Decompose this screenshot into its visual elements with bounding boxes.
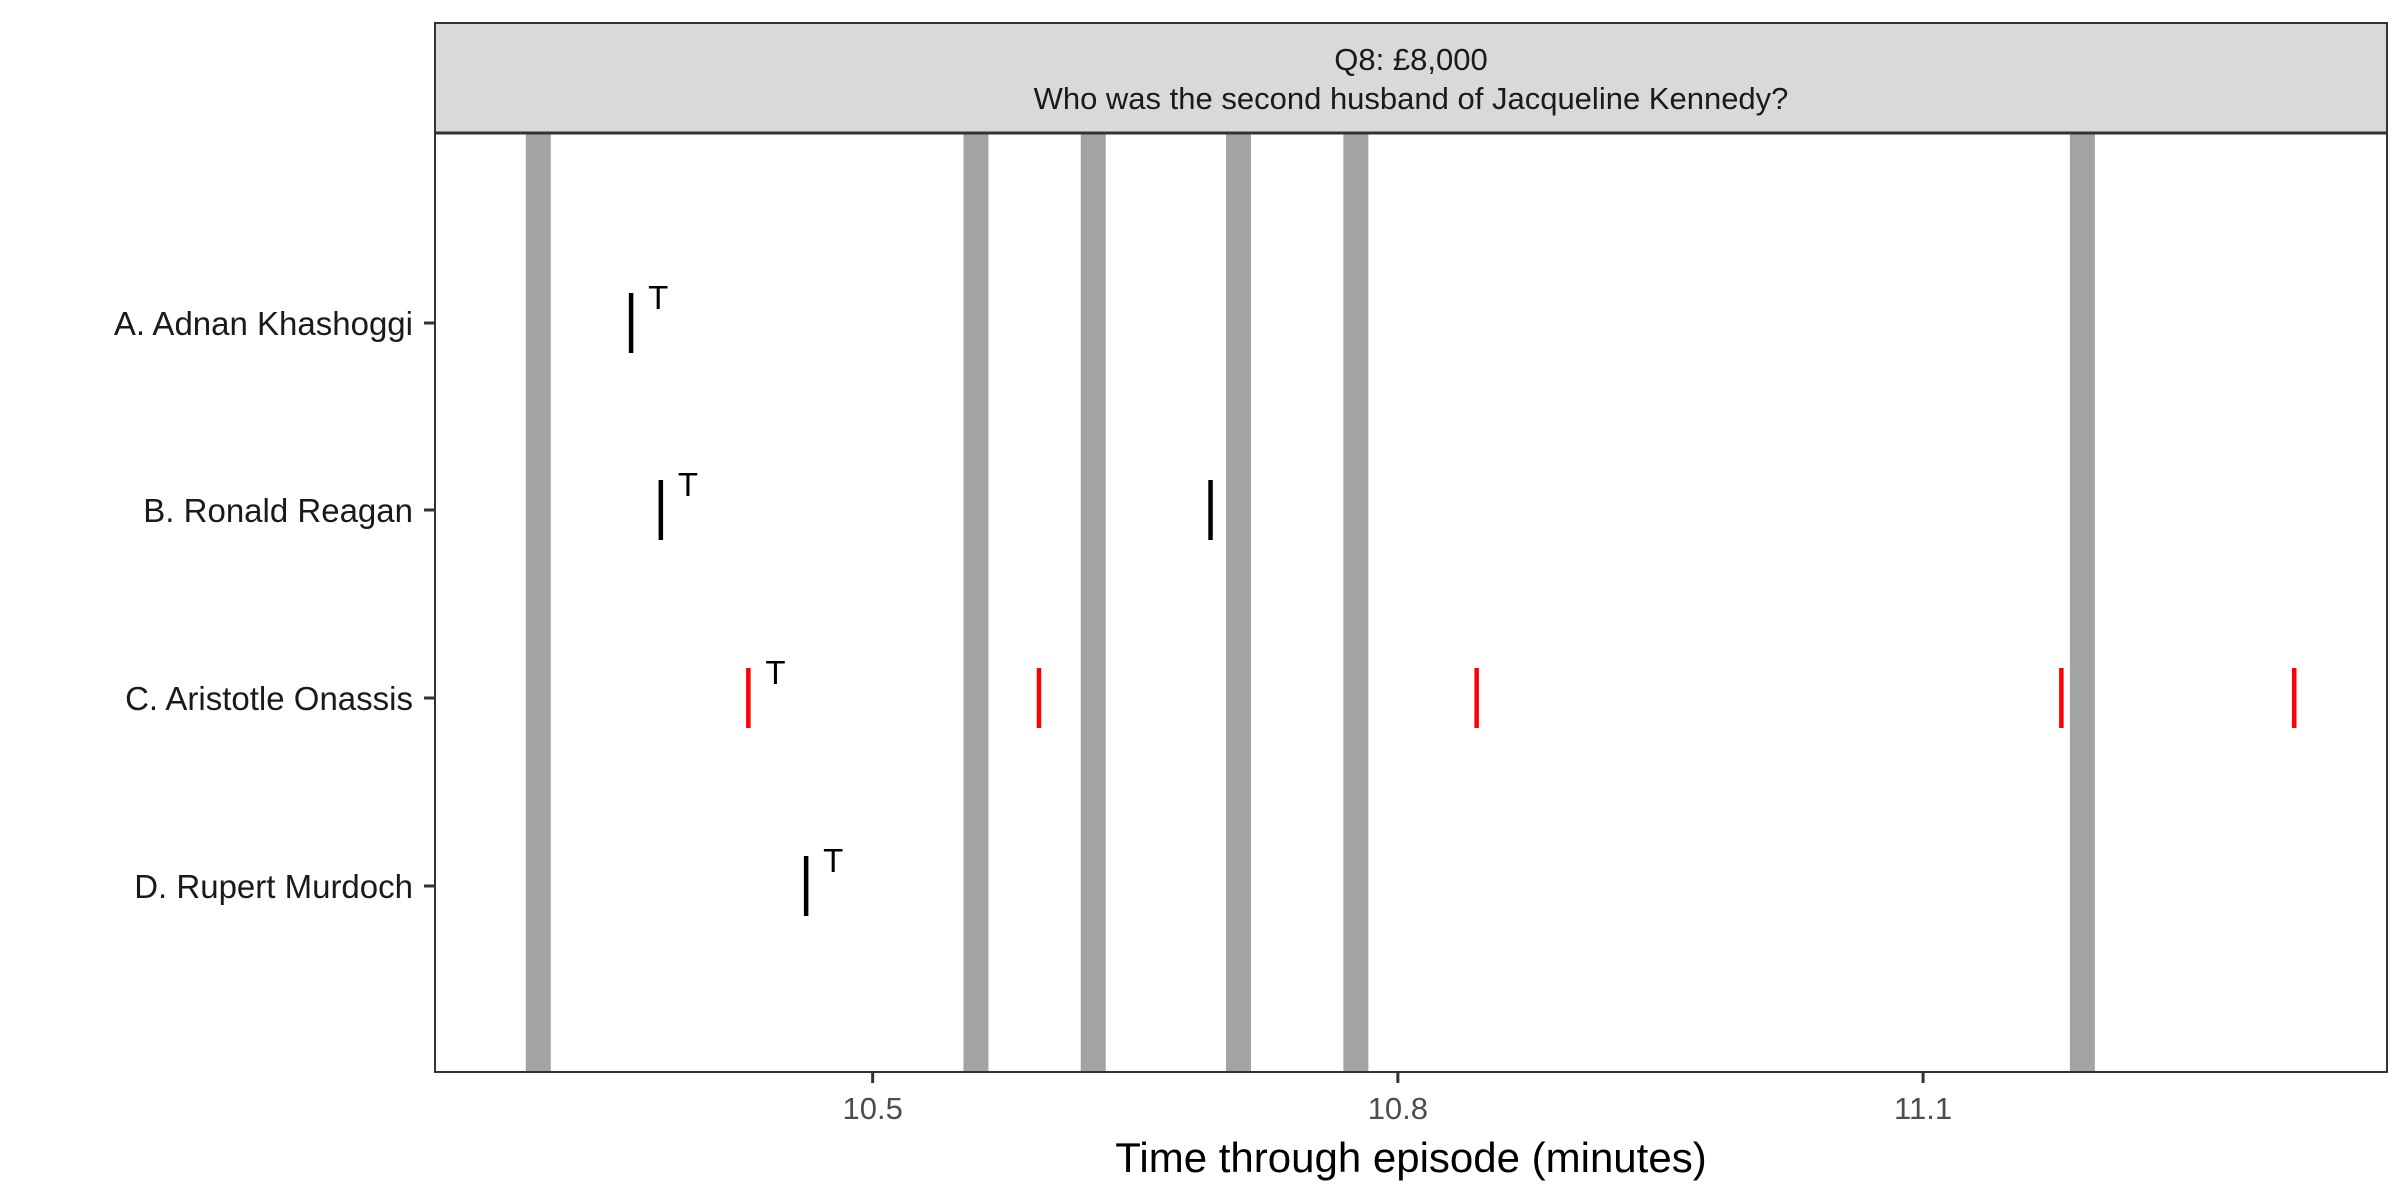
y-tick-label: C. Aristotle Onassis (125, 680, 413, 717)
x-tick-label: 11.1 (1894, 1091, 1952, 1126)
event-label: T (823, 842, 843, 879)
highlight-band (1343, 133, 1369, 1072)
event-label: T (648, 279, 668, 316)
event-label: T (678, 466, 698, 503)
strip-title-line2: Who was the second husband of Jacqueline… (1034, 81, 1789, 116)
y-axis: A. Adnan Khashoggi B. Ronald Reagan C. Ari… (114, 305, 435, 905)
event-marks: T T T T (628, 279, 2297, 916)
highlight-band (1226, 133, 1252, 1072)
x-tick-label: 10.5 (842, 1091, 902, 1126)
highlight-bands (525, 133, 2095, 1072)
strip-title-line1: Q8: £8,000 (1334, 42, 1487, 77)
y-tick-label: A. Adnan Khashoggi (114, 305, 413, 342)
highlight-band (525, 133, 551, 1072)
x-tick-label: 10.8 (1368, 1091, 1428, 1126)
strip-header (434, 22, 2388, 134)
x-axis-title: Time through episode (minutes) (1115, 1134, 1706, 1181)
highlight-band (2069, 133, 2095, 1072)
highlight-band (963, 133, 989, 1072)
x-axis: 10.5 10.8 11.1 (842, 1072, 1952, 1126)
highlight-band (1080, 133, 1106, 1072)
y-tick-label: D. Rupert Murdoch (134, 868, 413, 905)
y-tick-label: B. Ronald Reagan (143, 492, 413, 529)
event-label: T (765, 654, 785, 691)
